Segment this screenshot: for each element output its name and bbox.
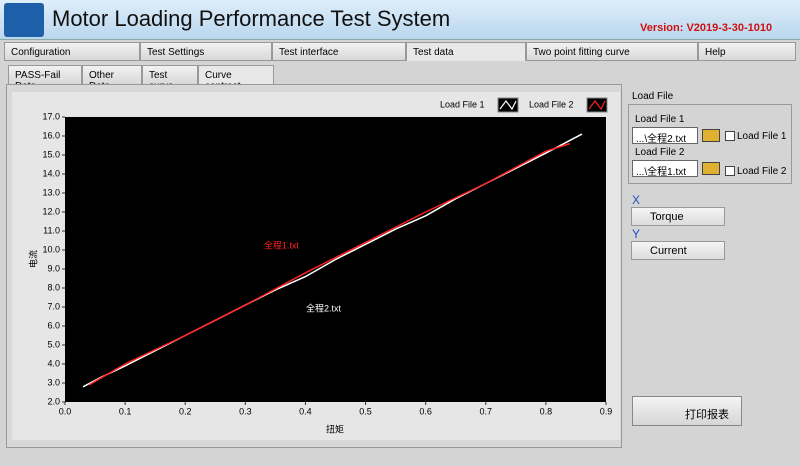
- y-tick-label: 7.0: [47, 301, 60, 311]
- print-button[interactable]: 打印报表: [632, 396, 742, 426]
- file1-label: Load File 1: [635, 114, 685, 125]
- y-tick-label: 10.0: [42, 244, 60, 254]
- tab[interactable]: Test Settings: [140, 42, 272, 61]
- version: Version: V2019-3-30-1010: [640, 22, 773, 34]
- checkbox[interactable]: [725, 166, 735, 176]
- x-tick-label: 0.1: [119, 406, 132, 416]
- x-select[interactable]: Torque: [631, 207, 725, 226]
- series-line: [88, 142, 571, 386]
- chart: 扭矩 电流 0.0 0.1 0.2 0.3 0.4 0.5 0.6 0.7 0.8 0.9 2.0 3…: [12, 92, 620, 440]
- file2-path[interactable]: ...\全程1.txt: [632, 160, 698, 177]
- y-tick-label: 3.0: [47, 377, 60, 387]
- legend-line: [588, 100, 606, 111]
- file1-path[interactable]: ...\全程2.txt: [632, 127, 698, 144]
- file2-label: Load File 2: [635, 147, 685, 158]
- x-tick-label: 0.7: [480, 406, 493, 416]
- folder-button[interactable]: [702, 162, 720, 175]
- y-tick-label: 15.0: [42, 149, 60, 159]
- legend-line: [499, 100, 517, 111]
- tab[interactable]: Two point fitting curve: [526, 42, 698, 61]
- y-tick-label: 8.0: [47, 282, 60, 292]
- x-tick-label: 0.8: [540, 406, 553, 416]
- logo: [4, 3, 44, 37]
- annotation: 全程2.txt: [306, 302, 342, 313]
- y-tick-label: 2.0: [47, 396, 60, 406]
- y-tick-label: 4.0: [47, 358, 60, 368]
- y-tick-label: 17.0: [42, 111, 60, 121]
- x-tick-label: 0.0: [59, 406, 72, 416]
- y-tick-label: 14.0: [42, 168, 60, 178]
- tab[interactable]: Test interface: [272, 42, 406, 61]
- legend-label: Load File 2: [529, 99, 574, 109]
- x-axis-label: 扭矩: [326, 423, 344, 434]
- tab[interactable]: Help: [698, 42, 796, 61]
- tab[interactable]: Configuration: [4, 42, 140, 61]
- app-title: Motor Loading Performance Test System: [52, 6, 451, 31]
- title-bar: [0, 0, 800, 40]
- subtab[interactable]: Test curve: [142, 65, 198, 92]
- x-tick-label: 0.6: [419, 406, 432, 416]
- legend-swatch: [586, 97, 608, 113]
- x-tick-label: 0.5: [359, 406, 372, 416]
- y-tick-label: 6.0: [47, 320, 60, 330]
- y-select[interactable]: Current: [631, 241, 725, 260]
- x-select-label: X: [632, 193, 641, 207]
- x-tick-label: 0.3: [239, 406, 252, 416]
- y-tick-label: 11.0: [43, 225, 60, 235]
- y-axis-label: 电流: [27, 250, 38, 268]
- y-tick-label: 12.0: [42, 206, 60, 216]
- tab-active[interactable]: Test data: [406, 42, 526, 61]
- load-file-title: Load File: [632, 91, 674, 102]
- x-tick-label: 0.4: [299, 406, 312, 416]
- subtab-active[interactable]: Curve contrast: [198, 65, 274, 92]
- y-tick-label: 13.0: [42, 187, 60, 197]
- y-tick-label: 9.0: [47, 263, 60, 273]
- folder-button[interactable]: [702, 129, 720, 142]
- checkbox[interactable]: [725, 131, 735, 141]
- legend-label: Load File 1: [440, 99, 485, 109]
- y-select-label: Y: [632, 227, 641, 241]
- y-tick-label: 5.0: [47, 339, 60, 349]
- y-tick-label: 16.0: [42, 130, 60, 140]
- subtab[interactable]: PASS-Fail Data: [8, 65, 82, 92]
- file2-check[interactable]: Load File 2: [737, 166, 787, 177]
- load-file-box: [628, 104, 792, 184]
- x-tick-label: 0.9: [600, 406, 613, 416]
- annotation: 全程1.txt: [264, 240, 300, 251]
- file1-check[interactable]: Load File 1: [737, 131, 787, 142]
- subtab[interactable]: Other Data: [82, 65, 142, 92]
- x-tick-label: 0.2: [179, 406, 192, 416]
- legend-swatch: [497, 97, 519, 113]
